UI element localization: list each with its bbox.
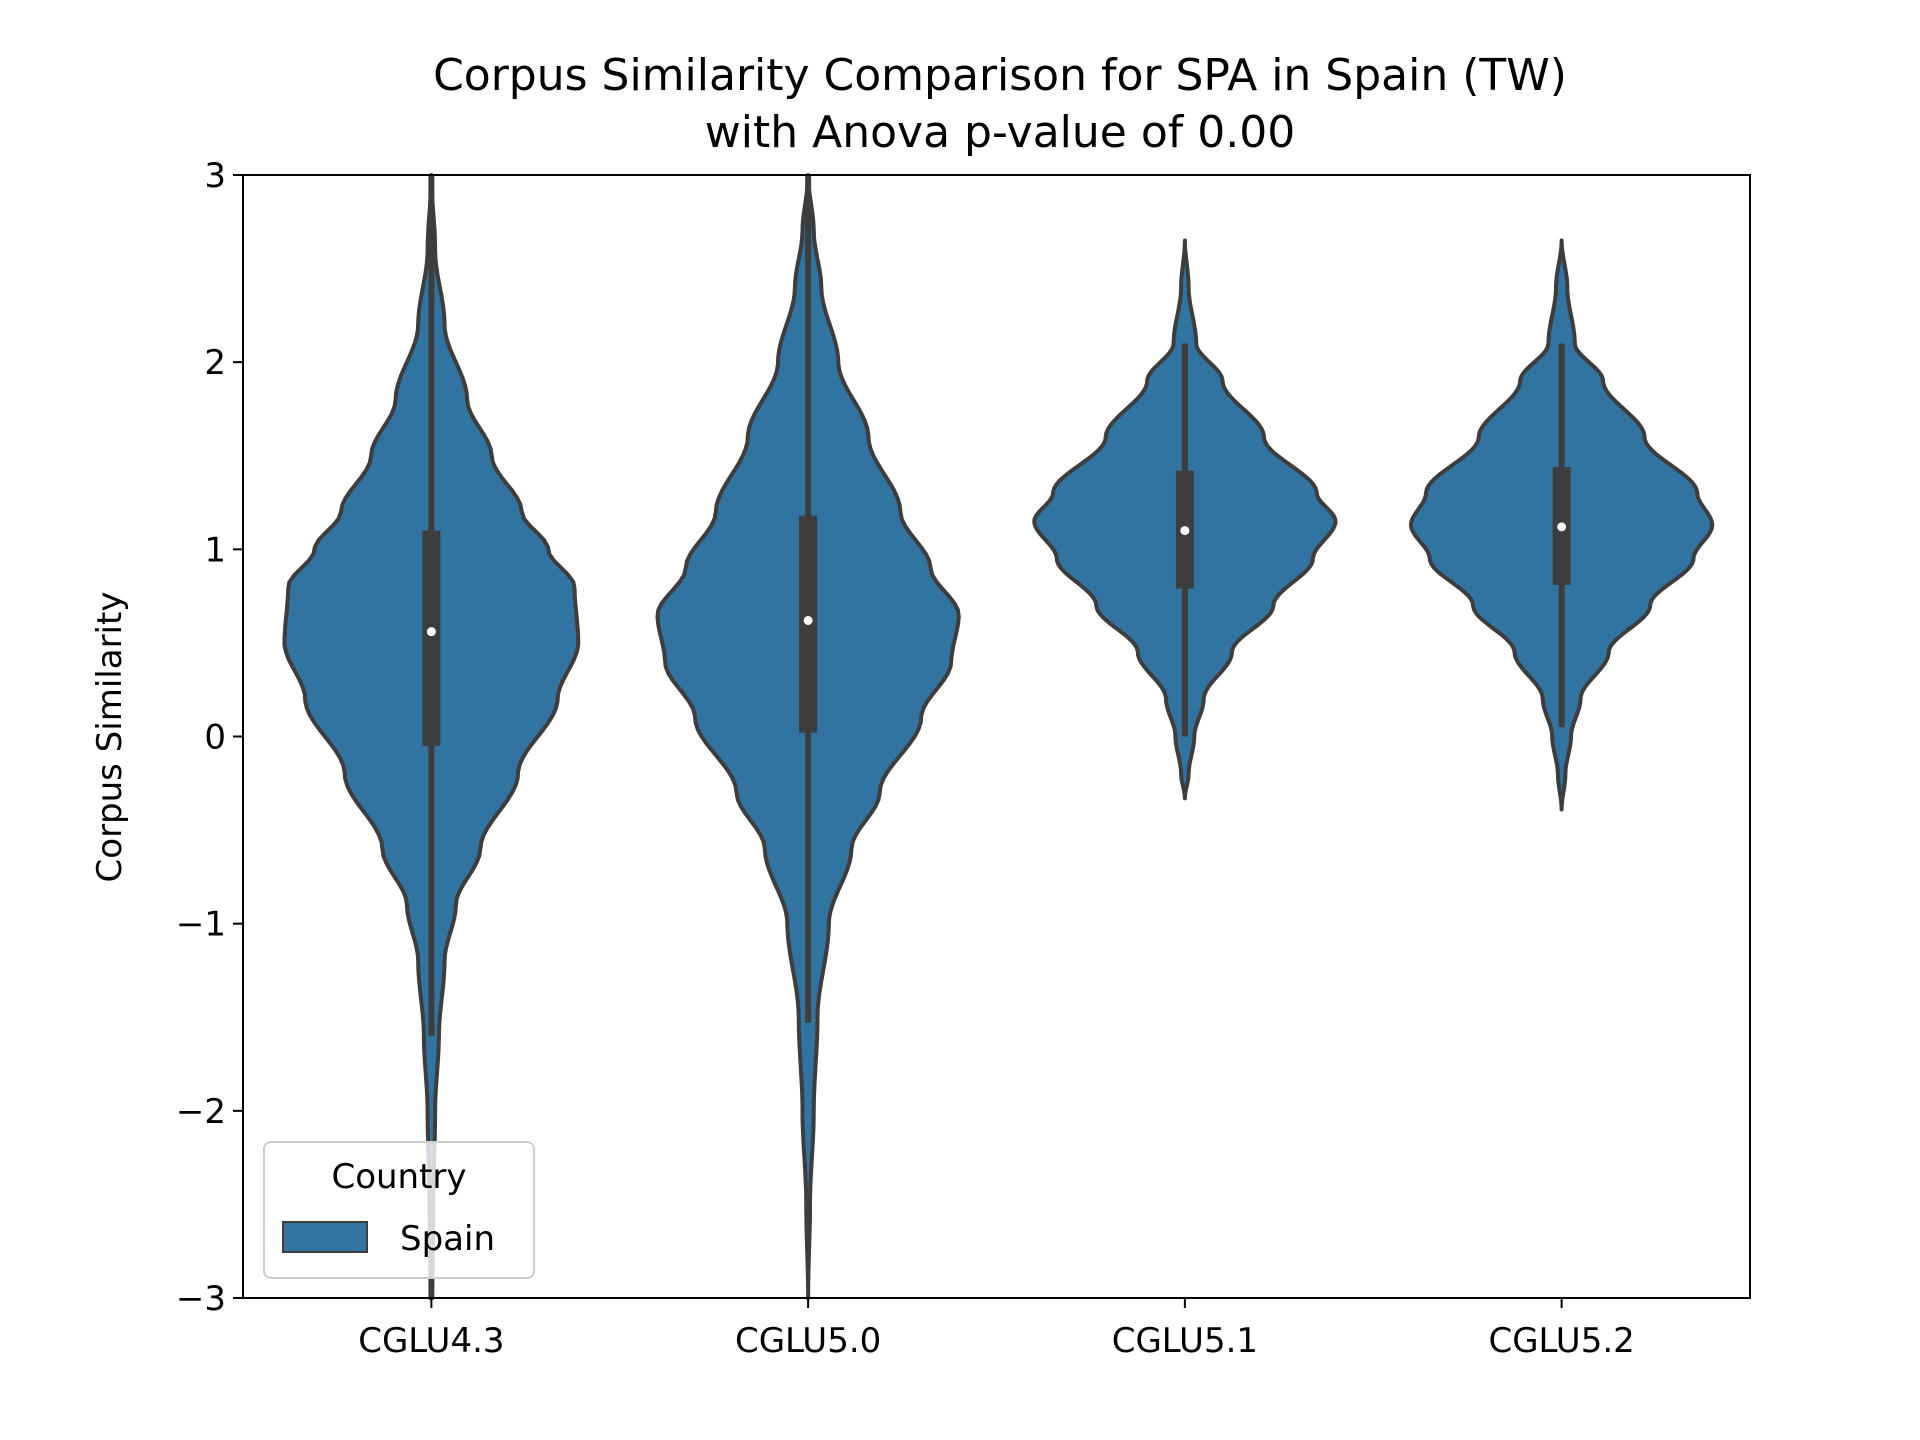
legend-title: Country xyxy=(331,1157,466,1197)
x-tick-label: CGLU5.2 xyxy=(1488,1321,1634,1361)
violin-median-point xyxy=(1180,526,1190,536)
x-tick-label: CGLU5.1 xyxy=(1112,1321,1258,1361)
y-tick-label: −3 xyxy=(176,1279,226,1319)
violin-median-point xyxy=(1557,522,1567,532)
y-tick-label: −1 xyxy=(176,905,226,945)
x-tick-label: CGLU4.3 xyxy=(358,1321,504,1361)
y-tick-label: 1 xyxy=(204,530,226,570)
legend: Country Spain xyxy=(263,1141,535,1279)
y-tick-label: 2 xyxy=(204,343,226,383)
violin-iqr-box xyxy=(422,530,441,746)
y-tick-label: 3 xyxy=(204,156,226,196)
chart-title-line1: Corpus Similarity Comparison for SPA in … xyxy=(433,50,1567,101)
chart-title-line2: with Anova p-value of 0.00 xyxy=(705,107,1295,158)
y-tick-label: −2 xyxy=(176,1092,226,1132)
legend-swatch-spain xyxy=(282,1221,368,1253)
y-axis-label: Corpus Similarity xyxy=(90,592,130,883)
legend-label-spain: Spain xyxy=(400,1219,495,1259)
y-axis: 3 2 1 0 −1 −2 −3 xyxy=(176,156,243,1319)
x-tick-label: CGLU5.0 xyxy=(735,1321,881,1361)
y-tick-label: 0 xyxy=(204,718,226,758)
boxes xyxy=(422,175,1571,1036)
x-axis: CGLU4.3 CGLU5.0 CGLU5.1 CGLU5.2 xyxy=(358,1298,1635,1361)
violin-median-point xyxy=(426,627,436,637)
violin-median-point xyxy=(803,615,813,625)
